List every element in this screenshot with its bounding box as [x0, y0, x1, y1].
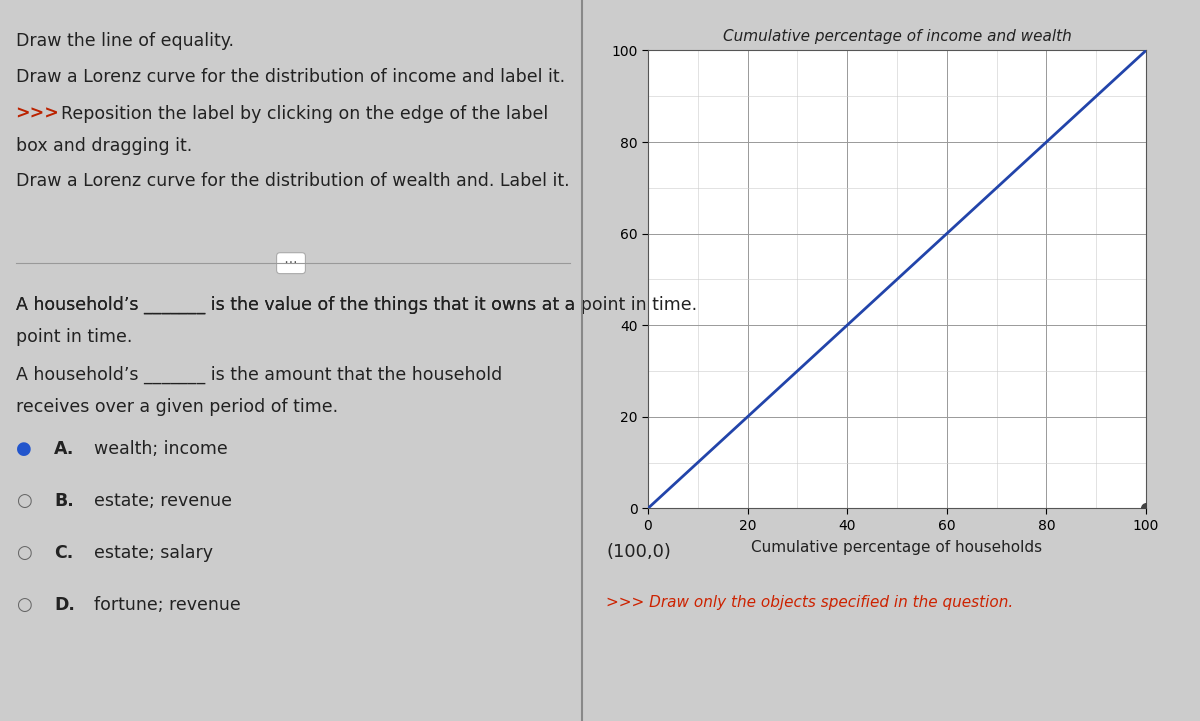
Text: ○: ○ [16, 544, 31, 562]
Text: box and dragging it.: box and dragging it. [16, 137, 192, 155]
Text: >>> Draw only the objects specified in the question.: >>> Draw only the objects specified in t… [606, 595, 1013, 609]
Text: wealth; income: wealth; income [94, 440, 227, 458]
Text: Draw a Lorenz curve for the distribution of income and label it.: Draw a Lorenz curve for the distribution… [16, 68, 565, 87]
Text: Reposition the label by clicking on the edge of the label: Reposition the label by clicking on the … [61, 105, 548, 123]
Text: B.: B. [54, 492, 73, 510]
Title: Cumulative percentage of income and wealth: Cumulative percentage of income and weal… [722, 29, 1072, 44]
Text: Draw the line of equality.: Draw the line of equality. [16, 32, 234, 50]
Text: A household’s _______ is the value of the things that it owns at a point in time: A household’s _______ is the value of th… [16, 296, 697, 314]
Text: fortune; revenue: fortune; revenue [94, 596, 240, 614]
Text: D.: D. [54, 596, 74, 614]
Text: (100,0): (100,0) [606, 543, 671, 560]
Text: receives over a given period of time.: receives over a given period of time. [16, 398, 337, 416]
Text: estate; revenue: estate; revenue [94, 492, 232, 510]
Text: ○: ○ [16, 492, 31, 510]
Text: A.: A. [54, 440, 74, 458]
Text: point in time.: point in time. [16, 328, 132, 346]
Text: >>>: >>> [16, 105, 60, 123]
Text: A household’s _______ is the value of the things that it owns at a: A household’s _______ is the value of th… [16, 296, 575, 314]
Text: ○: ○ [16, 596, 31, 614]
Text: C.: C. [54, 544, 73, 562]
X-axis label: Cumulative percentage of households: Cumulative percentage of households [751, 539, 1043, 554]
Text: Draw a Lorenz curve for the distribution of wealth and. Label it.: Draw a Lorenz curve for the distribution… [16, 172, 569, 190]
Text: ●: ● [16, 440, 31, 458]
Text: A household’s _______ is the amount that the household: A household’s _______ is the amount that… [16, 366, 502, 384]
Text: ···: ··· [280, 256, 302, 270]
Text: estate; salary: estate; salary [94, 544, 212, 562]
